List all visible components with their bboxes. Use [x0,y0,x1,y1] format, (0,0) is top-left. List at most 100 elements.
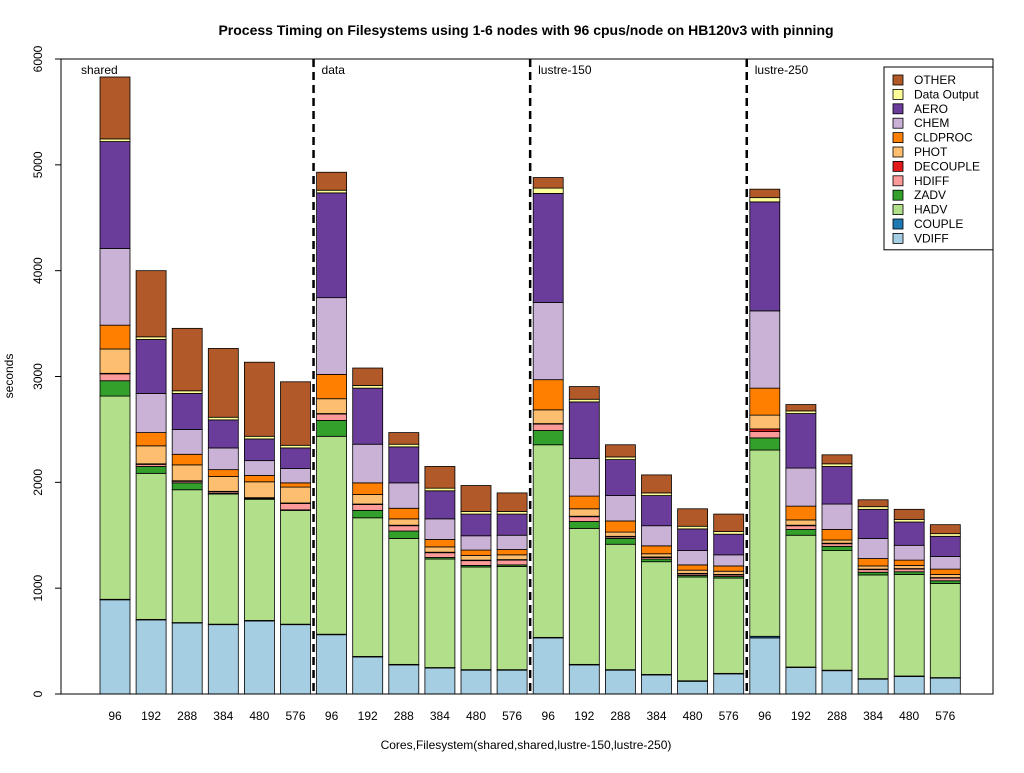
x-tick-label: 480 [466,709,486,723]
bar-segment-other [99,76,131,140]
bar-segment-hadv [893,574,925,677]
legend-label: HADV [914,203,947,217]
bar-segment-phot [424,546,456,553]
legend-swatch [892,160,904,172]
bar-segment-other [496,492,528,512]
bar-segment-cldproc [821,529,853,541]
bars-layer [99,76,961,695]
group-labels: shared data lustre-150 lustre-250 [81,63,808,77]
bar-segment-other [243,361,275,437]
x-tick-label: 192 [791,709,811,723]
bar-segment-phot [857,565,889,570]
bar-segment-vdiff [677,680,708,695]
bar-segment-phot [713,570,745,575]
bar-segment-cldproc [316,373,348,400]
x-tick-label: 480 [899,709,919,723]
group-label: data [322,63,346,77]
bar-segment-cldproc [605,520,636,533]
bar-segment-aero [893,521,925,546]
bar-segment-chem [893,544,925,561]
bar-segment-cldproc [677,564,708,571]
legend-swatch [892,146,904,158]
bar-segment-hdiff [352,504,384,511]
bar-segment-aero [243,438,275,462]
bar-segment-chem [641,525,672,547]
x-tick-label: 288 [394,709,414,723]
bar-segment-vdiff [207,624,239,695]
bar-segment-chem [713,554,745,567]
bar-segment-aero [677,528,708,551]
bar-segment-hadv [424,558,456,668]
bar-segment-hadv [99,395,131,600]
bar-segment-hadv [352,517,384,657]
bar-segment-vdiff [641,674,672,695]
bar-segment-aero [207,419,239,449]
bar-segment-aero [785,413,817,469]
x-tick-label: 96 [325,709,339,723]
chart-title: Process Timing on Filesystems using 1-6 … [218,22,833,38]
bar-segment-aero [641,495,672,527]
legend-label: CLDPROC [914,131,973,145]
bar-segment-zadv [821,545,853,551]
bar-segment-other [893,508,925,520]
bar-segment-cldproc [532,379,564,411]
group-label: lustre-150 [538,63,592,77]
bar-segment-chem [316,297,348,375]
bar-segment-vdiff [135,619,167,695]
legend-label: COUPLE [914,217,963,231]
bar-segment-zadv [388,530,420,539]
bar-segment-phot [605,531,636,537]
bar-segment-chem [388,482,420,509]
x-tick-label: 192 [141,709,161,723]
bar-segment-aero [713,533,745,556]
bar-segment-zadv [99,380,131,397]
bar-segment-hadv [785,534,817,668]
bar-segment-cldproc [207,469,239,477]
bar-segment-hdiff [460,560,492,566]
bar-segment-chem [605,495,636,522]
bar-segment-chem [568,458,600,497]
bar-segment-chem [424,518,456,540]
bar-segment-hdiff [568,516,600,522]
y-tick-label: 4000 [31,257,45,284]
bar-segment-hadv [929,583,961,678]
bar-segment-vdiff [496,669,528,695]
bar-segment-hadv [677,576,708,682]
x-tick-label: 384 [863,709,883,723]
x-tick-label: 480 [683,709,703,723]
bar-segment-cldproc [243,475,275,483]
x-tick-label: 192 [574,709,594,723]
bar-segment-cldproc [568,495,600,510]
bar-segment-zadv [605,538,636,545]
bar-segment-cldproc [893,559,925,566]
bar-segment-hdiff [99,373,131,382]
y-tick-label: 5000 [31,151,45,178]
bar-segment-vdiff [460,669,492,695]
bar-segment-vdiff [316,634,348,695]
legend-label: HDIFF [914,174,949,188]
bar-segment-cldproc [460,549,492,556]
bar-segment-hdiff [280,503,311,511]
bar-segment-aero [280,447,311,469]
legend-label: ZADV [914,188,946,202]
bar-segment-chem [929,556,961,570]
bar-segment-other [280,381,311,446]
bar-segment-aero [99,141,131,249]
bar-segment-vdiff [821,670,853,695]
bar-segment-other [135,270,167,338]
bar-segment-phot [532,409,564,424]
bar-segment-data-output [749,197,781,203]
bar-segment-phot [568,508,600,517]
bar-segment-vdiff [749,637,781,695]
bar-segment-other [821,454,853,465]
bar-segment-chem [460,535,492,551]
legend-swatch [892,189,904,201]
bar-segment-cldproc [713,565,745,572]
bar-segment-hdiff [316,413,348,421]
bar-segment-aero [352,387,384,445]
bar-segment-aero [749,201,781,312]
bar-segment-hadv [857,574,889,680]
bar-segment-zadv [171,482,203,491]
x-tick-label: 192 [358,709,378,723]
